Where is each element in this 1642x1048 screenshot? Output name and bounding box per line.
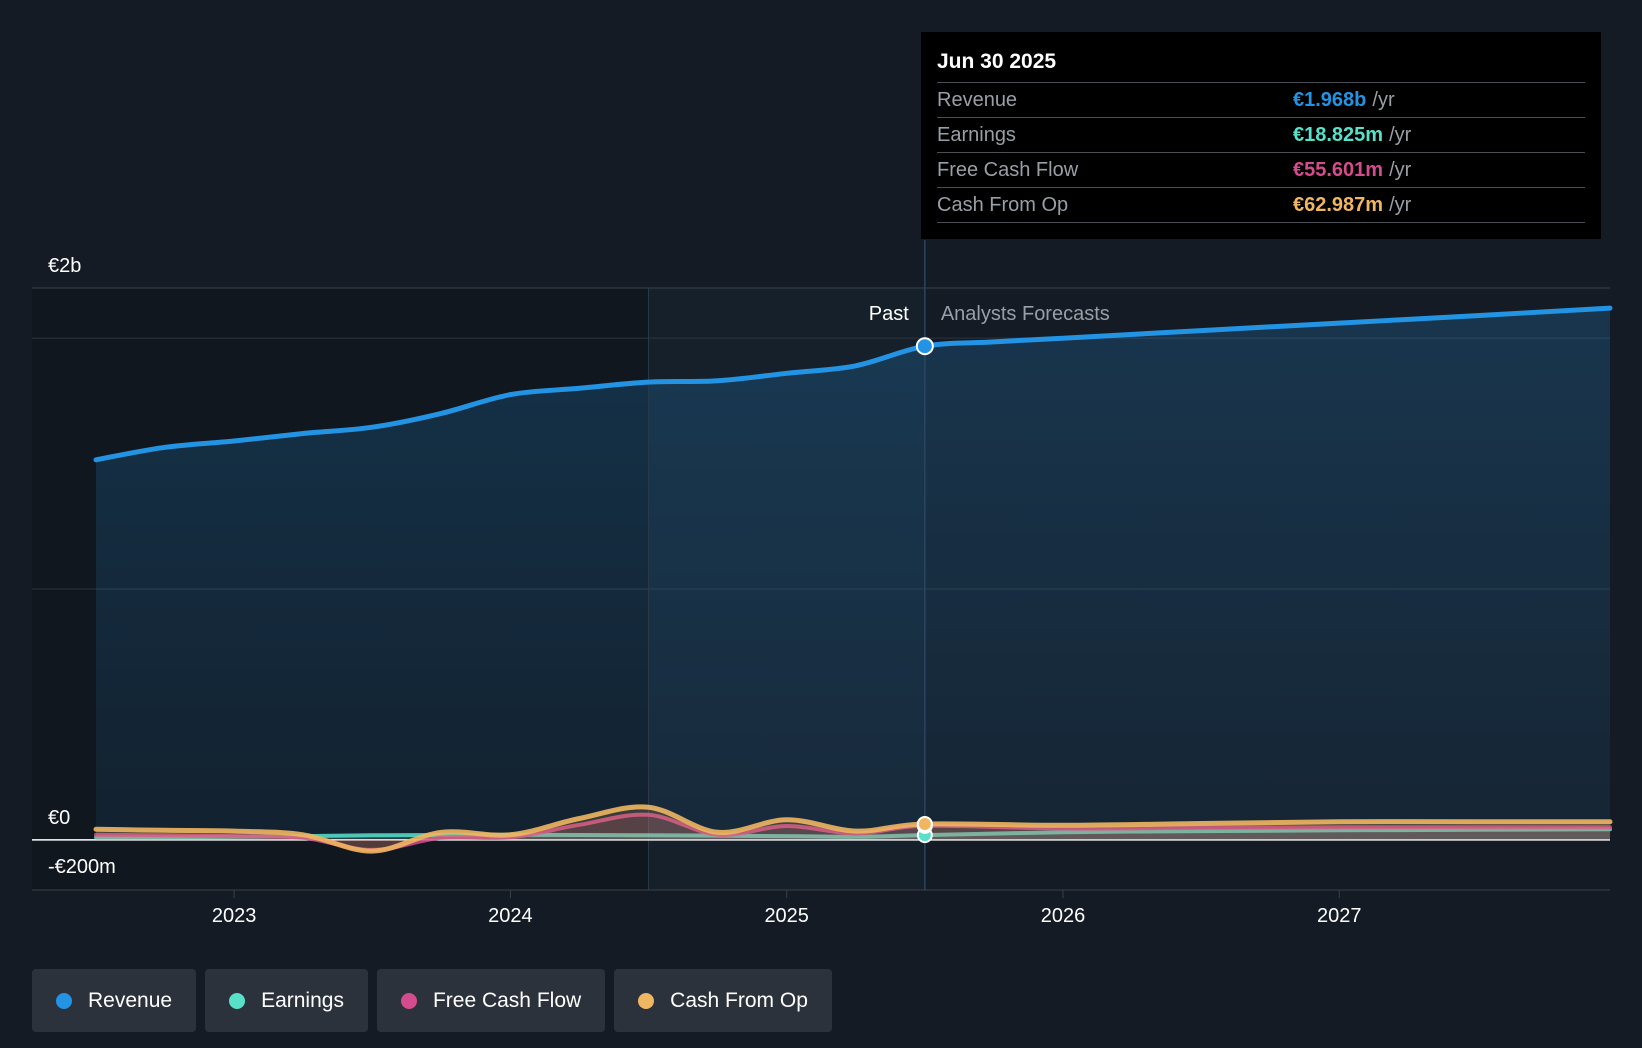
forecast-label: Analysts Forecasts	[941, 303, 1110, 325]
revenue-area	[96, 308, 1610, 840]
y-label-bottom: -€200m	[48, 856, 116, 878]
legend-item-free-cash-flow[interactable]: Free Cash Flow	[376, 969, 606, 1032]
legend-label: Revenue	[88, 988, 173, 1012]
tooltip-row-free-cash-flow: Free Cash Flow €55.601m/yr	[937, 152, 1585, 187]
legend-label: Free Cash Flow	[432, 988, 582, 1012]
past-label: Past	[869, 303, 909, 325]
tooltip: Jun 30 2025 Revenue €1.968b/yr Earnings …	[921, 32, 1601, 239]
x-tick-label: 2023	[212, 905, 257, 927]
fcf-area	[96, 814, 1610, 850]
cfo-area	[96, 806, 1610, 852]
tooltip-label: Cash From Op	[937, 194, 1069, 216]
revenue-marker	[915, 337, 934, 356]
legend-dot-icon	[56, 992, 72, 1009]
tooltip-row-cash-from-op: Cash From Op €62.987m/yr	[937, 187, 1585, 223]
tooltip-row-revenue: Revenue €1.968b/yr	[937, 82, 1585, 117]
y-label-top: €2b	[48, 255, 81, 277]
x-tick-label: 2025	[764, 905, 809, 927]
tooltip-value: €1.968b/yr	[1293, 89, 1395, 111]
tooltip-value: €55.601m/yr	[1293, 159, 1412, 181]
tooltip-label: Revenue	[937, 89, 1018, 111]
x-tick-label: 2024	[488, 905, 533, 927]
fcf-line	[94, 812, 1612, 852]
legend-label: Earnings	[261, 988, 344, 1012]
x-tick-label: 2026	[1041, 905, 1086, 927]
x-tick-label: 2027	[1317, 905, 1362, 927]
y-label-zero: €0	[48, 807, 70, 829]
legend: Revenue Earnings Free Cash Flow Cash Fro…	[32, 969, 832, 1032]
legend-item-revenue[interactable]: Revenue	[32, 969, 197, 1032]
tooltip-row-earnings: Earnings €18.825m/yr	[937, 117, 1585, 152]
tooltip-value: €62.987m/yr	[1293, 194, 1412, 216]
legend-label: Cash From Op	[670, 988, 808, 1012]
cfo-marker	[916, 816, 933, 833]
earnings-line	[94, 827, 1612, 840]
legend-dot-icon	[229, 992, 246, 1009]
tooltip-label: Earnings	[937, 124, 1016, 146]
tooltip-value: €18.825m/yr	[1293, 124, 1412, 146]
legend-item-cash-from-op[interactable]: Cash From Op	[614, 969, 832, 1032]
legend-dot-icon	[638, 992, 655, 1009]
legend-item-earnings[interactable]: Earnings	[205, 969, 368, 1032]
revenue-line	[93, 305, 1613, 463]
legend-dot-icon	[400, 992, 417, 1009]
cfo-line	[93, 804, 1613, 854]
tooltip-date: Jun 30 2025	[937, 50, 1057, 73]
tooltip-label: Free Cash Flow	[937, 159, 1079, 181]
